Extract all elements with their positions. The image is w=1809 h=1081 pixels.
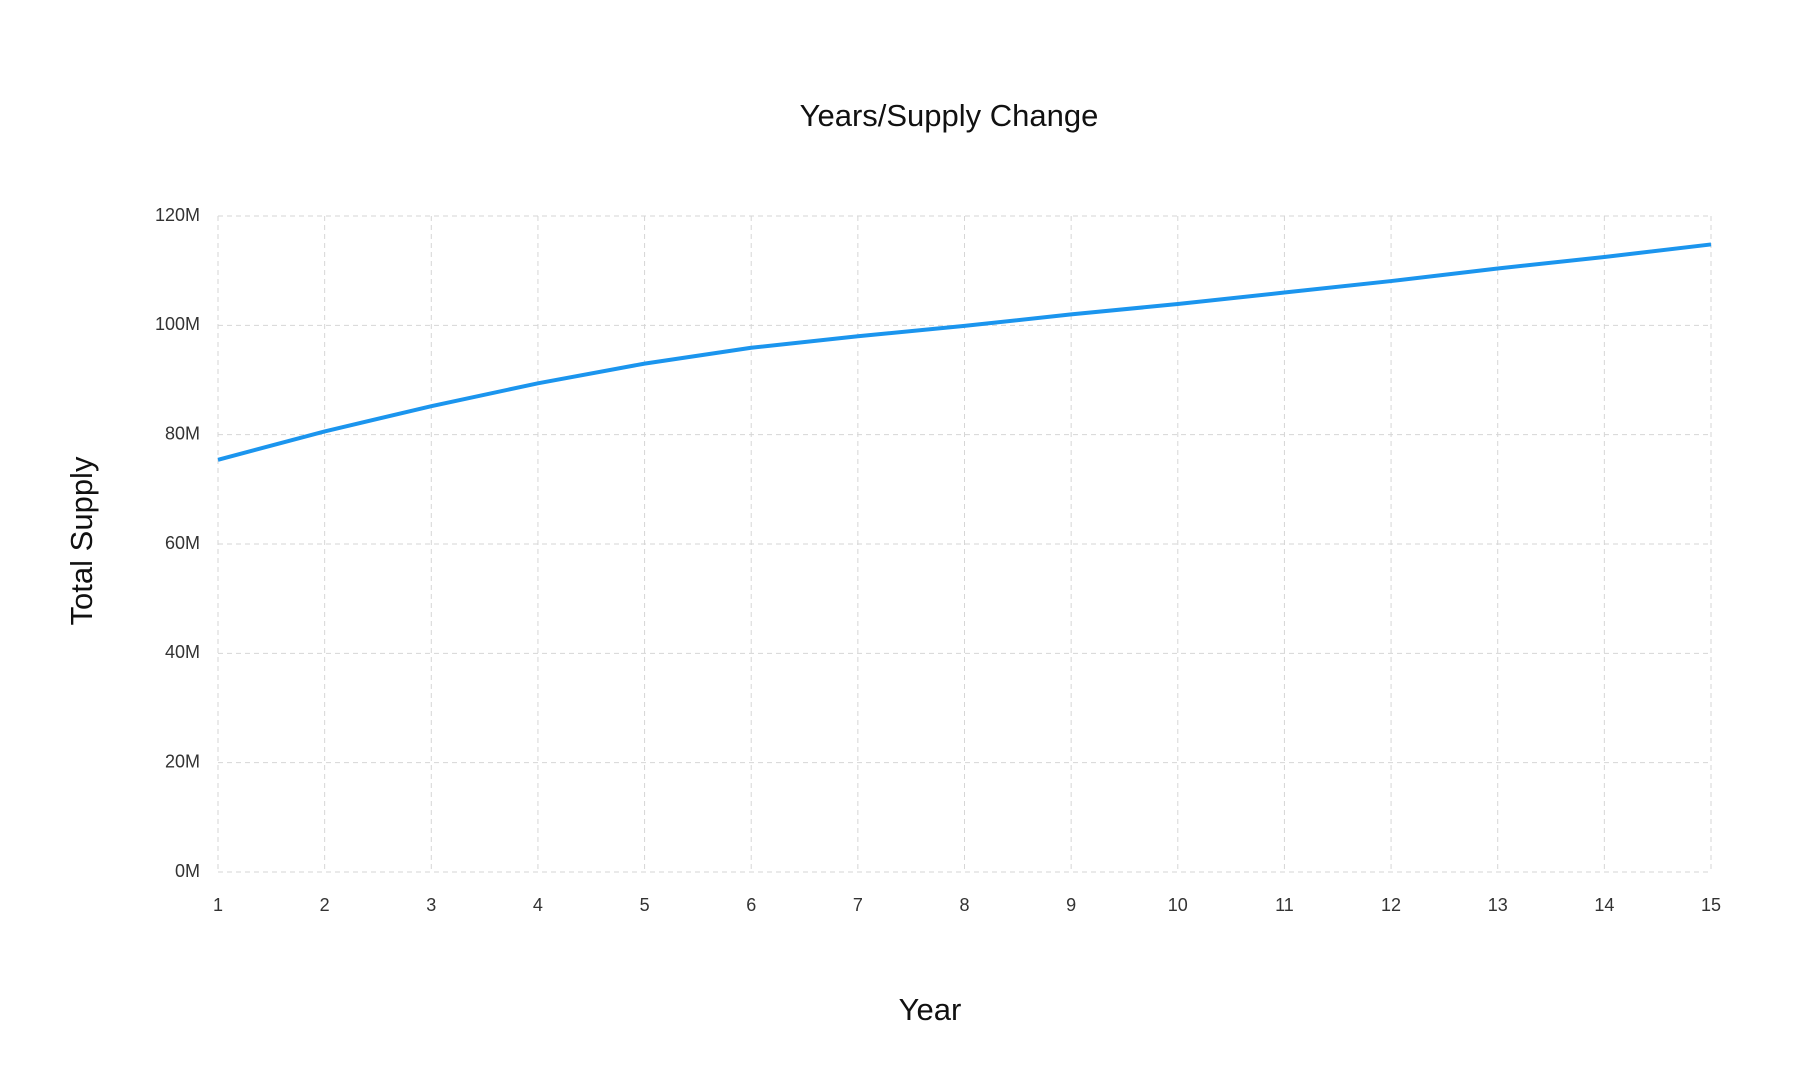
x-tick-label: 5 (640, 895, 650, 915)
y-tick-label: 20M (165, 751, 200, 771)
x-tick-label: 12 (1381, 895, 1401, 915)
y-axis-label: Total Supply (64, 456, 99, 625)
x-tick-label: 4 (533, 895, 543, 915)
x-tick-label: 1 (213, 895, 223, 915)
x-tick-label: 9 (1066, 895, 1076, 915)
x-tick-label: 6 (746, 895, 756, 915)
y-tick-label: 80M (165, 423, 200, 443)
x-tick-label: 8 (959, 895, 969, 915)
y-tick-label: 120M (155, 205, 200, 225)
y-tick-label: 60M (165, 533, 200, 553)
x-tick-label: 15 (1701, 895, 1721, 915)
line (217, 242, 1712, 462)
y-tick-label: 100M (155, 314, 200, 334)
x-tick-label: 13 (1488, 895, 1508, 915)
x-tick-label: 7 (853, 895, 863, 915)
y-tick-label: 40M (165, 642, 200, 662)
x-tick-label: 11 (1275, 895, 1294, 915)
x-axis-label: Year (899, 992, 962, 1027)
x-tick-label: 2 (320, 895, 330, 915)
y-tick-label: 0M (175, 861, 200, 881)
x-tick-label: 14 (1594, 895, 1614, 915)
x-tick-label: 10 (1168, 895, 1188, 915)
x-tick-label: 3 (426, 895, 436, 915)
chart-title: Years/Supply Change (800, 98, 1099, 133)
